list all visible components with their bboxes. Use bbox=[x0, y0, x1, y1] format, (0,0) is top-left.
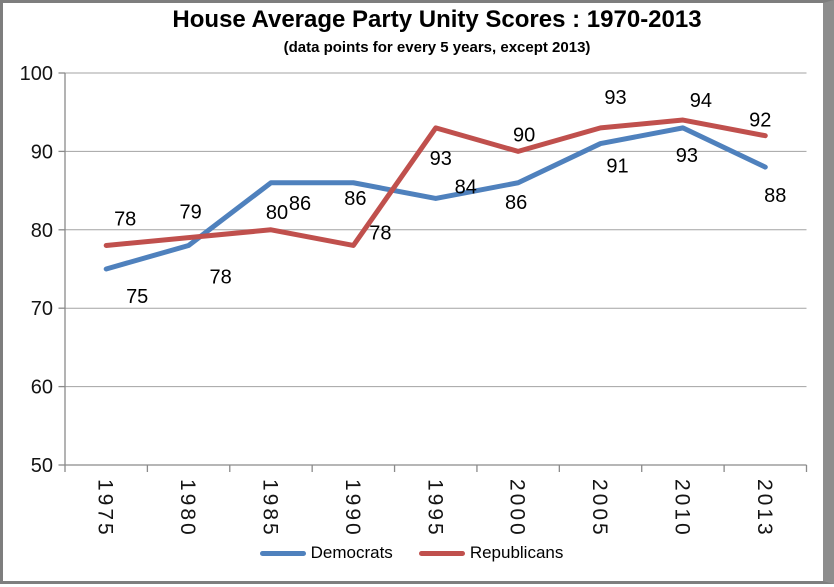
republicans-data-label: 90 bbox=[513, 124, 535, 146]
republicans-series-line[interactable] bbox=[103, 117, 768, 248]
x-tick-label: 2010 bbox=[670, 479, 693, 538]
democrats-data-label: 78 bbox=[209, 266, 231, 288]
x-tick-label: 2005 bbox=[588, 479, 611, 538]
republicans-data-label: 93 bbox=[430, 148, 452, 170]
legend-item-democrats[interactable]: Democrats bbox=[259, 543, 393, 563]
legend-label-republicans: Republicans bbox=[469, 543, 564, 562]
republicans-data-label: 93 bbox=[604, 87, 626, 109]
legend-item-republicans[interactable]: Republicans bbox=[418, 543, 564, 563]
x-tick-label: 1985 bbox=[258, 479, 281, 538]
democrats-line-swatch-icon bbox=[259, 550, 306, 556]
legend: Democrats Republicans bbox=[0, 543, 823, 563]
y-tick-label: 70 bbox=[31, 298, 53, 320]
republicans-data-label: 78 bbox=[114, 208, 136, 230]
democrats-data-label: 88 bbox=[764, 185, 786, 207]
y-tick-label: 80 bbox=[31, 220, 53, 242]
y-tick-label: 100 bbox=[20, 63, 53, 85]
democrats-data-label: 75 bbox=[126, 286, 148, 308]
republicans-data-label: 92 bbox=[749, 110, 771, 132]
x-tick-label: 2013 bbox=[753, 479, 776, 538]
y-tick-label: 90 bbox=[31, 141, 53, 163]
x-tick-label: 1975 bbox=[94, 479, 117, 538]
democrats-data-label: 86 bbox=[344, 188, 366, 210]
chart-title: House Average Party Unity Scores : 1970-… bbox=[172, 6, 702, 33]
y-tick-label: 50 bbox=[31, 455, 53, 477]
plot-area: 50 60 70 80 90 100 1975 1980 1985 1990 1995 2000 200… bbox=[20, 63, 808, 538]
democrats-data-label: 86 bbox=[289, 193, 311, 215]
x-tick-label: 2000 bbox=[506, 479, 529, 538]
legend-label-democrats: Democrats bbox=[310, 543, 393, 562]
republicans-data-label: 79 bbox=[179, 202, 201, 224]
democrats-data-label: 93 bbox=[676, 145, 698, 167]
democrats-data-label: 86 bbox=[505, 192, 527, 214]
x-tick-label: 1995 bbox=[423, 479, 446, 538]
democrats-data-label: 91 bbox=[606, 156, 628, 178]
republicans-line-swatch-icon bbox=[418, 550, 465, 556]
x-tick-label: 1980 bbox=[176, 479, 199, 538]
republicans-data-label: 78 bbox=[369, 222, 391, 244]
democrats-data-label: 84 bbox=[455, 176, 477, 198]
chart-subtitle: (data points for every 5 years, except 2… bbox=[283, 39, 591, 56]
republicans-data-label: 94 bbox=[690, 90, 712, 112]
x-tick-label: 1990 bbox=[341, 479, 364, 538]
republicans-data-label: 80 bbox=[266, 202, 288, 224]
y-tick-label: 60 bbox=[31, 377, 53, 399]
democrats-series-line[interactable] bbox=[103, 125, 768, 272]
